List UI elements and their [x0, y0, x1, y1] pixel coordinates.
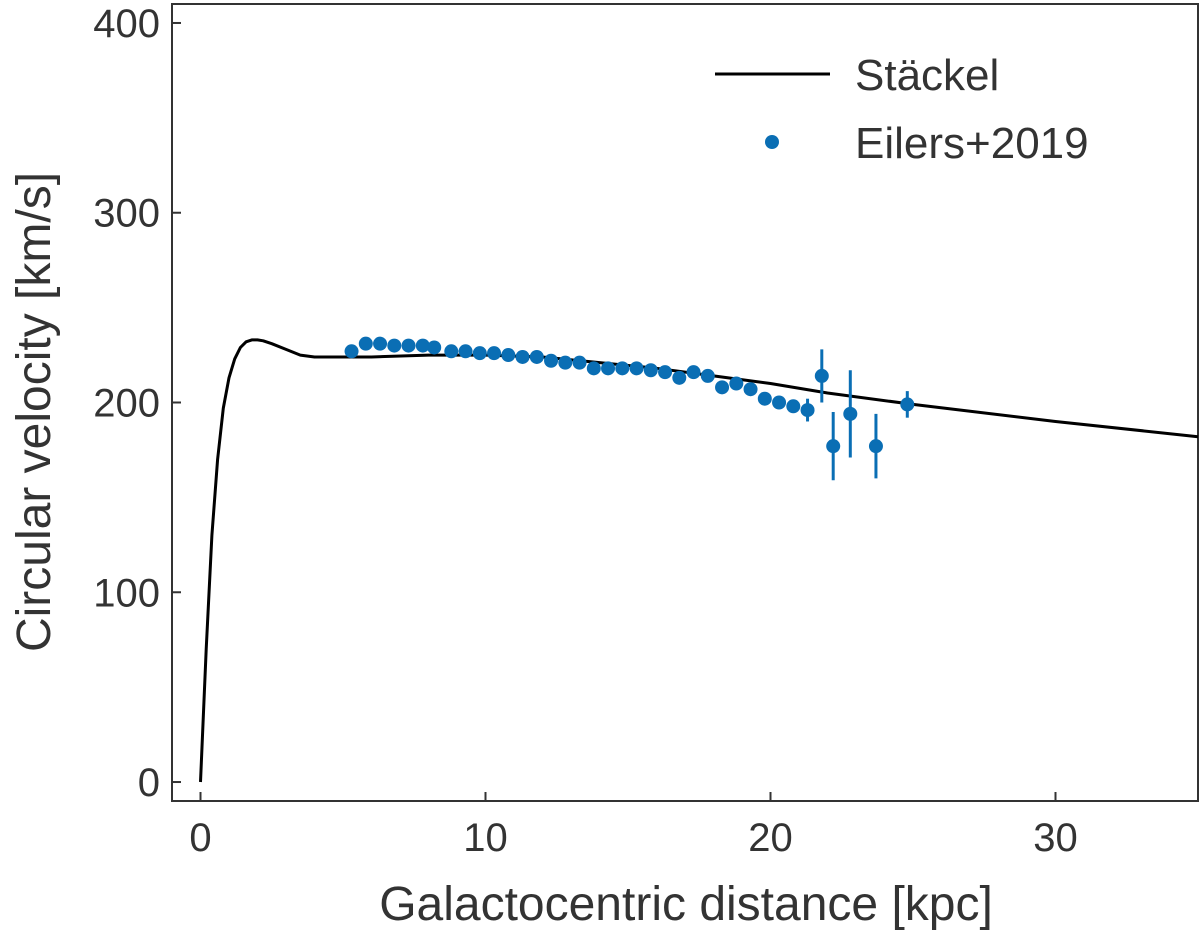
y-tick-label: 100 — [93, 571, 160, 615]
y-tick-label: 400 — [93, 2, 160, 46]
data-point-eilers — [757, 391, 772, 406]
x-tick-label: 10 — [463, 816, 508, 860]
y-tick-label: 0 — [138, 761, 160, 805]
x-axis-title: Galactocentric distance [kpc] — [379, 878, 993, 931]
legend: Stäckel Eilers+2019 — [715, 51, 1089, 168]
data-point-eilers — [743, 382, 758, 397]
data-point-eilers — [387, 338, 402, 353]
data-point-eilers — [373, 336, 388, 351]
data-point-eilers — [529, 349, 544, 364]
data-point-eilers — [729, 376, 744, 391]
data-point-eilers — [586, 361, 601, 376]
plot-area — [171, 3, 1199, 802]
data-point-eilers — [601, 361, 616, 376]
data-point-eilers — [686, 365, 701, 380]
y-axis-title: Circular velocity [km/s] — [8, 172, 61, 652]
data-point-eilers — [900, 397, 915, 412]
data-point-eilers — [843, 406, 858, 421]
data-point-eilers — [558, 355, 573, 370]
data-point-eilers — [786, 399, 801, 414]
data-point-eilers — [672, 370, 687, 385]
data-point-eilers — [544, 353, 559, 368]
data-point-eilers — [814, 368, 829, 383]
data-point-eilers — [629, 361, 644, 376]
data-point-eilers — [800, 403, 815, 418]
y-tick-label: 200 — [93, 382, 160, 426]
data-point-eilers — [487, 346, 502, 361]
x-ticks: 0 10 20 30 — [189, 792, 1078, 860]
data-point-eilers — [401, 338, 416, 353]
data-point-eilers — [715, 380, 730, 395]
data-point-eilers — [615, 361, 630, 376]
data-point-eilers — [344, 344, 359, 359]
x-tick-label: 0 — [189, 816, 211, 860]
legend-label-stackel: Stäckel — [855, 51, 999, 100]
series-layer — [199, 336, 1199, 783]
data-point-eilers — [700, 368, 715, 383]
data-point-eilers — [826, 439, 841, 454]
data-point-eilers — [643, 363, 658, 378]
data-point-eilers — [444, 344, 459, 359]
data-point-eilers — [658, 365, 673, 380]
y-tick-label: 300 — [93, 192, 160, 236]
data-point-eilers — [868, 439, 883, 454]
data-point-eilers — [458, 344, 473, 359]
x-tick-label: 30 — [1033, 816, 1078, 860]
data-point-eilers — [515, 349, 530, 364]
data-point-eilers — [572, 355, 587, 370]
data-point-eilers — [772, 395, 787, 410]
data-point-eilers — [415, 338, 430, 353]
x-tick-label: 20 — [748, 816, 793, 860]
data-point-eilers — [472, 346, 487, 361]
legend-label-eilers: Eilers+2019 — [855, 119, 1089, 168]
data-point-eilers — [501, 348, 516, 363]
y-ticks: 0 100 200 300 400 — [93, 2, 181, 805]
legend-marker-eilers — [765, 135, 779, 149]
data-point-eilers — [358, 336, 373, 351]
data-point-eilers — [427, 340, 442, 355]
